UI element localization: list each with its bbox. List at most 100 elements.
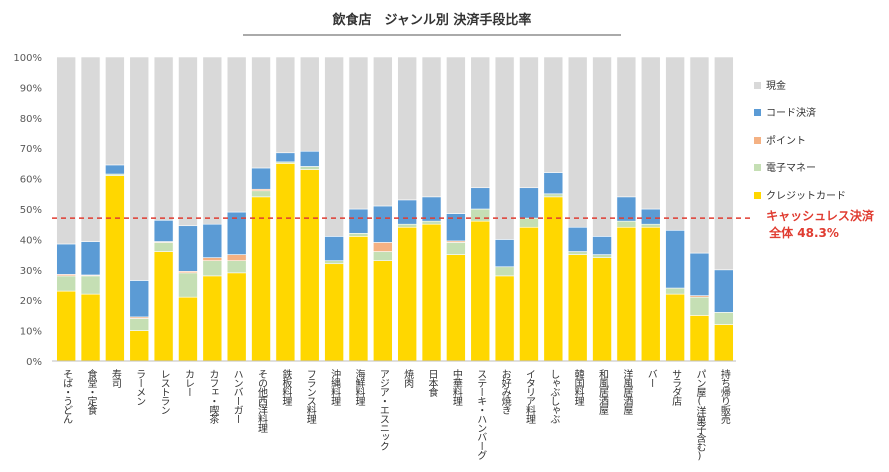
bar-segment <box>324 263 344 362</box>
legend-label: 現金 <box>766 79 786 92</box>
x-tick-label: 寿司 <box>109 368 121 388</box>
bar-segment <box>299 169 320 362</box>
bar-segment <box>251 196 271 362</box>
x-tick-label: サラダ店 <box>670 369 682 407</box>
bar-segment <box>446 254 466 362</box>
bar-segment <box>543 193 564 198</box>
bars <box>56 56 734 362</box>
bar-segment <box>129 280 150 318</box>
bar-segment <box>494 266 515 277</box>
x-tick-label: 食堂・定食 <box>85 368 97 416</box>
x-tick-label: 持ち帰り販売 <box>718 368 730 424</box>
bar-segment <box>129 330 150 362</box>
x-tick-label: ステーキ・ハンバーグ <box>475 369 487 460</box>
bar-segment <box>689 56 710 254</box>
y-tick-label: 0% <box>26 357 42 368</box>
x-tick-label: カフェ・喫茶 <box>207 369 219 424</box>
bar-segment <box>275 56 296 154</box>
x-tick-label: お好み焼き <box>499 369 511 415</box>
bar-segment <box>56 56 76 245</box>
bar-segment <box>519 226 539 362</box>
bar-segment <box>446 56 466 214</box>
bar-segment <box>616 220 637 228</box>
bar-segment <box>275 152 296 163</box>
bar-segment <box>567 251 588 255</box>
x-tick-label: そば・うどん <box>61 369 73 423</box>
bar-segment <box>80 56 101 242</box>
x-tick-label: 沖縄料理 <box>329 368 341 406</box>
bar-segment <box>689 252 710 296</box>
bar-segment <box>397 223 417 228</box>
y-tick-label: 40% <box>20 235 42 246</box>
bar-segment <box>299 150 320 167</box>
bar-segment <box>494 239 515 268</box>
bar-segment <box>202 275 223 362</box>
bar-segment <box>373 56 393 207</box>
bar-segment <box>714 312 734 325</box>
bar-segment <box>446 242 466 255</box>
y-tick-label: 90% <box>20 83 42 94</box>
bar-segment <box>324 260 344 265</box>
bar-segment <box>324 56 344 237</box>
bar-segment <box>397 226 417 362</box>
bar-segment <box>202 223 223 258</box>
bar-segment <box>714 269 734 313</box>
bar-segment <box>421 220 442 225</box>
x-tick-label: 和風居酒屋 <box>597 369 609 415</box>
x-tick-label: パン屋(洋菓子含む) <box>694 369 706 461</box>
legend-label: ポイント <box>766 135 806 147</box>
bar-segment <box>153 219 174 242</box>
legend-swatch <box>754 164 761 171</box>
bar-segment <box>299 166 320 170</box>
bar-segment <box>567 226 588 252</box>
bar-segment <box>56 275 76 292</box>
reference-line-label-2: 全体 48.3% <box>768 225 839 240</box>
x-tick-label: しゃぶしゃぶ <box>548 369 560 424</box>
bar-segment <box>592 56 612 237</box>
bar-segment <box>714 56 734 271</box>
bar-segment <box>665 56 685 231</box>
bar-segment <box>519 56 539 189</box>
x-tick-label: レストラン <box>158 369 169 414</box>
bar-segment <box>178 56 198 227</box>
x-tick-label: 日本食 <box>426 369 438 398</box>
y-axis: 0% 10% 20% 30% 40% 50% 60% 70% 80% 90% 100% <box>13 53 42 368</box>
bar-segment <box>105 175 125 362</box>
x-tick-label: ラーメン <box>134 369 145 405</box>
x-tick-label: アジア・エスニック <box>377 369 389 451</box>
x-tick-label: ハンバーガー <box>231 369 243 423</box>
bar-segment <box>616 226 637 362</box>
bar-segment <box>689 296 710 316</box>
bar-segment <box>56 243 76 275</box>
bar-segment <box>665 229 685 289</box>
y-tick-label: 20% <box>20 296 42 307</box>
y-tick-label: 80% <box>20 114 42 125</box>
bar-segment <box>592 254 612 258</box>
bar-segment <box>640 226 661 362</box>
bar-segment <box>80 293 101 362</box>
x-tick-label: イタリア料理 <box>523 369 535 424</box>
bar-segment <box>567 254 588 362</box>
legend-swatch <box>754 137 761 144</box>
bar-segment <box>226 56 247 213</box>
legend-label: 電子マネー <box>766 162 816 174</box>
bar-segment <box>397 56 417 201</box>
y-tick-label: 100% <box>13 53 42 64</box>
bar-segment <box>178 225 198 272</box>
bar-segment <box>251 56 271 169</box>
x-tick-label: 洋風居酒屋 <box>621 368 633 415</box>
bar-segment <box>56 290 76 362</box>
bar-segment <box>348 236 369 362</box>
x-tick-label: 鉄板料理 <box>280 368 292 406</box>
bar-segment <box>129 318 150 331</box>
bar-segment <box>470 208 491 222</box>
bar-segment <box>324 236 344 261</box>
bar-segment <box>373 242 393 252</box>
bar-segment <box>80 275 101 295</box>
legend-swatch <box>754 82 761 89</box>
bar-segment <box>251 190 271 198</box>
bar-segment <box>494 275 515 362</box>
bar-segment <box>543 172 564 195</box>
